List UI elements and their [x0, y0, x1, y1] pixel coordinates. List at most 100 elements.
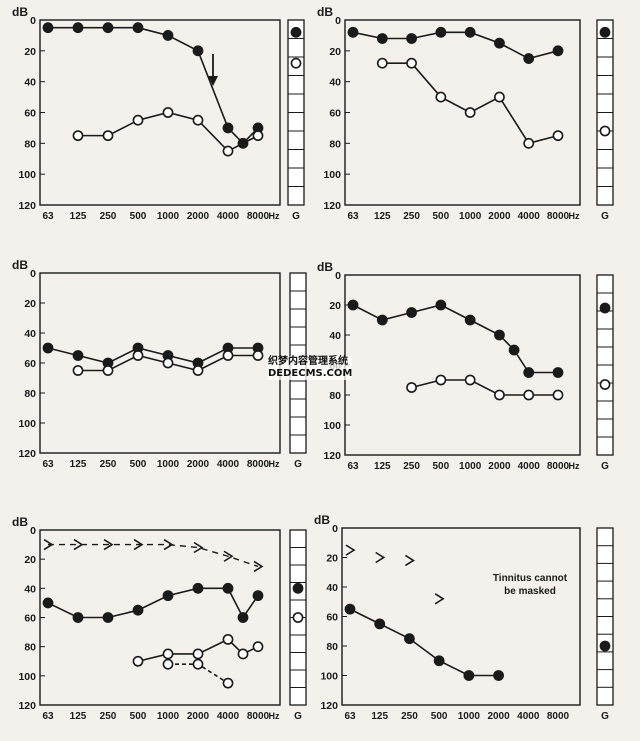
x-tick-label: 63: [42, 211, 54, 222]
data-point-filled: [435, 299, 447, 311]
data-point-filled: [237, 612, 249, 623]
y-tick-label: 40: [24, 328, 36, 340]
data-point-filled: [406, 307, 417, 318]
series-arrow-marker: [223, 550, 234, 562]
x-tick-label: 1000: [458, 711, 481, 722]
x-tick-label: 8000: [547, 461, 570, 472]
series-arrow-marker: [193, 541, 204, 554]
data-point-open: [162, 648, 174, 660]
data-point-open: [132, 114, 144, 126]
data-point-open: [523, 137, 535, 149]
y-tick-label: 100: [320, 671, 338, 683]
data-point-open: [72, 365, 84, 376]
data-point-open: [552, 130, 564, 142]
g-strip-label: G: [601, 211, 609, 222]
data-point-filled: [347, 299, 359, 311]
y-tick-label: 0: [30, 15, 36, 27]
y-tick-label: 20: [24, 554, 36, 566]
x-tick-label: 2000: [488, 211, 511, 222]
data-point-open: [162, 658, 174, 670]
y-tick-label: 20: [329, 300, 341, 312]
data-point-open: [102, 365, 114, 376]
x-tick-label: 500: [431, 711, 448, 722]
data-point-open: [523, 389, 535, 401]
data-point-filled: [406, 33, 417, 44]
x-tick-label: 4000: [518, 211, 541, 222]
series-line: [382, 62, 559, 145]
data-point-filled: [435, 26, 447, 38]
series-arrow-marker: [163, 538, 174, 551]
y-tick-label: 20: [24, 46, 36, 58]
annotation-arrow-head: [208, 76, 218, 86]
data-point-open: [192, 114, 204, 126]
data-point-open: [222, 145, 234, 157]
x-tick-label: 2000: [187, 711, 210, 722]
data-point-filled: [464, 314, 476, 326]
audiogram-panel-6: dB0 20 40 60 80 100 120 63 125 250 500 1000 2000 4000…: [314, 513, 614, 722]
audiogram-panel-5: dB0 20 40 60 80 100 120 63 125 250 500 1000 2000 4000…: [12, 515, 307, 722]
y-axis-label: dB: [317, 260, 333, 274]
data-point-open: [192, 658, 204, 670]
audiogram-panel-1: dB0 20 40 60 80 100 120 63 125 250 500 1000 2000 4000…: [12, 5, 305, 222]
y-tick-label: 120: [18, 700, 36, 712]
data-point-open: [406, 57, 417, 69]
x-tick-label: 63: [42, 711, 54, 722]
series-arrow-marker: [133, 538, 144, 551]
y-tick-label: 100: [323, 169, 341, 181]
y-tick-label: 120: [323, 200, 341, 212]
g-strip-marker-open: [292, 612, 304, 623]
x-tick-label: 500: [130, 711, 147, 722]
data-point-filled: [376, 33, 388, 44]
data-point-open: [552, 389, 564, 401]
g-strip-label: G: [601, 461, 609, 472]
data-point-filled: [347, 26, 359, 38]
data-point-open: [192, 648, 204, 660]
y-tick-label: 80: [24, 138, 36, 150]
x-tick-label: 1000: [459, 211, 482, 222]
x-tick-label: 125: [70, 459, 87, 470]
data-point-open: [222, 633, 234, 645]
data-point-filled: [102, 612, 114, 623]
y-tick-label: 120: [18, 448, 36, 460]
data-point-filled: [132, 604, 144, 616]
data-point-open: [222, 350, 234, 361]
y-tick-label: 100: [18, 671, 36, 683]
series-arrow-marker: [43, 538, 54, 551]
series-arrow-marker: [345, 544, 356, 556]
y-tick-label: 40: [329, 77, 341, 89]
plot-frame: [39, 19, 281, 206]
series-line: [349, 608, 499, 677]
audiogram-panel-3: dB0 20 40 60 80 100 120 63 125 250 500 1000 2000 4000…: [12, 258, 307, 470]
g-strip-label: G: [601, 711, 609, 722]
y-tick-label: 0: [335, 15, 341, 27]
x-tick-label: 8000: [247, 459, 270, 470]
x-tick-label: 63: [42, 459, 54, 470]
data-point-open: [252, 130, 264, 142]
y-tick-label: 100: [18, 418, 36, 430]
data-point-filled: [252, 590, 264, 602]
data-point-filled: [404, 633, 415, 645]
data-point-open: [162, 357, 174, 369]
x-tick-label: 4000: [217, 459, 240, 470]
g-strip-marker-filled: [290, 26, 302, 38]
y-tick-label: 80: [329, 138, 341, 150]
x-tick-label: 250: [403, 211, 420, 222]
x-tick-label: 1000: [157, 211, 180, 222]
plot-frame: [344, 274, 581, 456]
y-tick-label: 40: [329, 330, 341, 342]
data-point-filled: [374, 618, 386, 630]
g-strip-label: G: [292, 211, 300, 222]
g-strip-marker-filled: [292, 582, 304, 594]
series-arrow-marker: [73, 538, 84, 551]
data-point-open: [494, 91, 505, 103]
y-tick-label: 20: [329, 46, 341, 58]
y-tick-label: 100: [18, 169, 36, 181]
data-point-filled: [132, 22, 144, 34]
data-point-open: [464, 374, 476, 386]
x-tick-label: 250: [401, 711, 418, 722]
x-tick-label: 1000: [157, 459, 180, 470]
x-tick-label: 250: [100, 711, 117, 722]
y-tick-label: 20: [24, 298, 36, 310]
data-point-filled: [192, 582, 204, 594]
g-strip-marker-filled: [599, 640, 611, 652]
